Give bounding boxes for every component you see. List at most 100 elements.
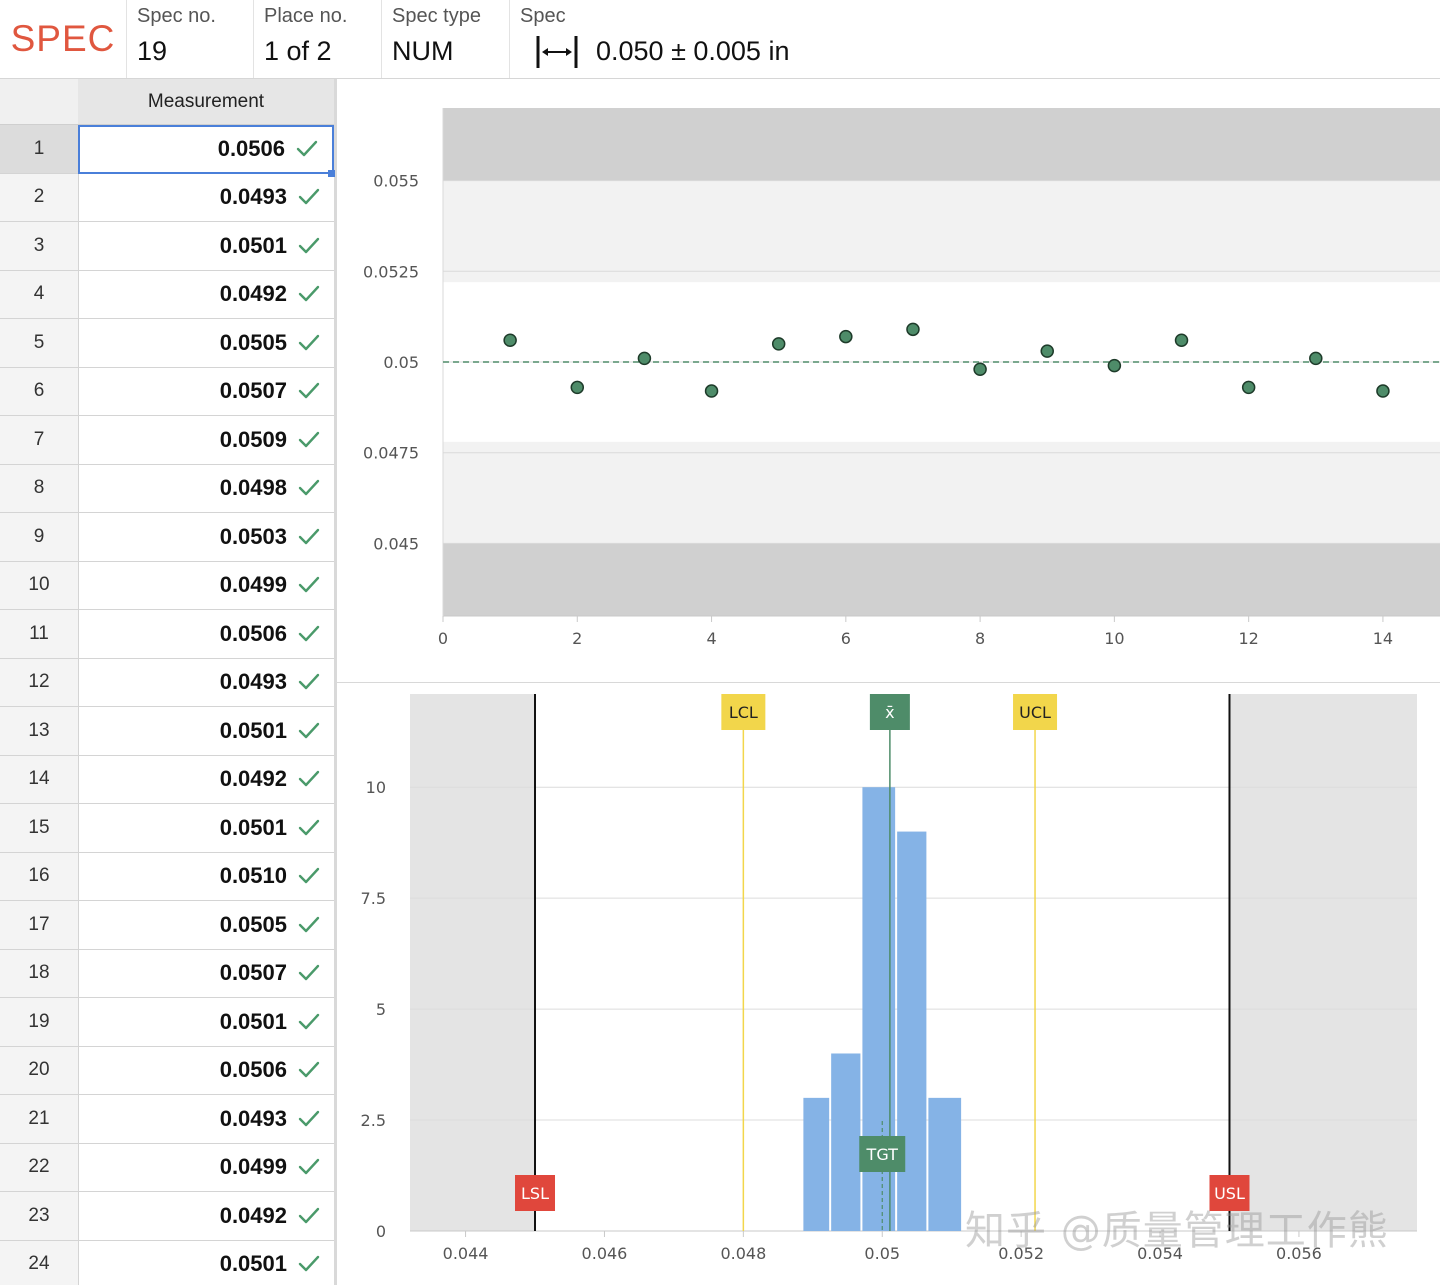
measurement-cell[interactable]: 0.0492 (78, 270, 334, 319)
spec-number-label: Spec no. (137, 5, 216, 27)
measurement-cell[interactable]: 0.0501 (78, 804, 334, 853)
run-chart: 0.055 0.0525 0.05 0.0475 0.045 0 2 4 6 8 10 12 14 (363, 108, 1440, 648)
measurement-cell[interactable]: 0.0498 (78, 464, 334, 513)
table-row: 2 0.0493 (0, 173, 334, 222)
measurement-value: 0.0499 (219, 572, 287, 598)
check-icon (298, 286, 320, 302)
place-number-field[interactable]: Place no. 1 of 2 (254, 0, 382, 78)
check-icon (298, 528, 320, 544)
limit-flag (1013, 694, 1058, 730)
measurement-cell[interactable]: 0.0493 (78, 658, 334, 707)
table-row: 17 0.0505 (0, 901, 334, 950)
check-icon (298, 916, 320, 932)
lower-band (443, 441, 1440, 544)
y-tick-label: 5 (376, 1000, 386, 1019)
row-index[interactable]: 9 (0, 513, 78, 562)
chart-divider (337, 682, 1440, 683)
row-index[interactable]: 1 (0, 125, 78, 174)
data-point (637, 351, 652, 366)
limit-label: USL (1214, 1184, 1245, 1203)
measurement-value: 0.0499 (219, 1154, 287, 1180)
measurement-cell[interactable]: 0.0492 (78, 755, 334, 804)
measurement-cell[interactable]: 0.0505 (78, 901, 334, 950)
row-index[interactable]: 17 (0, 901, 78, 950)
place-number-value: 1 of 2 (264, 36, 332, 66)
measurement-cell[interactable]: 0.0499 (78, 1143, 334, 1192)
row-index[interactable]: 21 (0, 1095, 78, 1144)
spec-field[interactable]: Spec 0.050 ± 0.005 in (510, 0, 1440, 78)
measurement-cell[interactable]: 0.0505 (78, 319, 334, 368)
measurement-table: Measurement 1 0.0506 2 0.0493 3 0.0501 4 0.0492… (0, 79, 337, 1285)
check-icon (298, 722, 320, 738)
row-index[interactable]: 20 (0, 1046, 78, 1095)
x-tick-label: 4 (706, 629, 716, 648)
measurement-cell[interactable]: 0.0506 (78, 1046, 334, 1095)
row-index[interactable]: 24 (0, 1240, 78, 1285)
measurement-cell[interactable]: 0.0507 (78, 367, 334, 416)
x-tick-label: 8 (975, 629, 985, 648)
measurement-value: 0.0505 (219, 329, 287, 355)
measurement-cell[interactable]: 0.0501 (78, 222, 334, 271)
row-index[interactable]: 11 (0, 610, 78, 659)
measurement-cell[interactable]: 0.0493 (78, 173, 334, 222)
row-index[interactable]: 10 (0, 561, 78, 610)
check-icon (298, 1159, 320, 1175)
check-icon (298, 431, 320, 447)
row-index[interactable]: 13 (0, 707, 78, 756)
row-index[interactable]: 14 (0, 755, 78, 804)
column-header-measurement[interactable]: Measurement (78, 79, 334, 125)
data-point (1376, 384, 1390, 398)
table-row: 12 0.0493 (0, 658, 334, 707)
y-tick-label: 0.0475 (363, 444, 419, 463)
row-index[interactable]: 8 (0, 464, 78, 513)
table-row: 9 0.0503 (0, 513, 334, 562)
measurement-cell[interactable]: 0.0506 (78, 610, 334, 659)
limit-label: TGT (866, 1145, 899, 1164)
measurement-cell[interactable]: 0.0493 (78, 1095, 334, 1144)
table-row: 1 0.0506 (0, 125, 334, 174)
measurement-cell[interactable]: 0.0501 (78, 998, 334, 1047)
table-row: 20 0.0506 (0, 1046, 334, 1095)
x-tick-label: 0.044 (443, 1244, 489, 1263)
table-corner[interactable] (0, 79, 78, 125)
measurement-cell[interactable]: 0.0510 (78, 852, 334, 901)
measurement-cell[interactable]: 0.0507 (78, 949, 334, 998)
table-row: 11 0.0506 (0, 610, 334, 659)
spec-number-field[interactable]: Spec no. 19 (127, 0, 254, 78)
measurement-cell[interactable]: 0.0499 (78, 561, 334, 610)
table-row: 7 0.0509 (0, 416, 334, 465)
limit-flag (721, 694, 766, 730)
row-index[interactable]: 19 (0, 998, 78, 1047)
measurement-cell[interactable]: 0.0506 (78, 125, 334, 174)
row-index[interactable]: 23 (0, 1192, 78, 1241)
spec-type-label: Spec type (392, 5, 481, 27)
row-index[interactable]: 15 (0, 804, 78, 853)
x-tick-label: 2 (572, 629, 582, 648)
spec-type-field[interactable]: Spec type NUM (382, 0, 510, 78)
check-icon (298, 334, 320, 350)
row-index[interactable]: 6 (0, 367, 78, 416)
row-index[interactable]: 18 (0, 949, 78, 998)
limit-flag (869, 694, 910, 730)
table-row: 19 0.0501 (0, 998, 334, 1047)
row-index[interactable]: 22 (0, 1143, 78, 1192)
data-point (973, 362, 987, 377)
row-index[interactable]: 3 (0, 222, 78, 271)
upper-band (443, 180, 1440, 283)
row-index[interactable]: 7 (0, 416, 78, 465)
table-row: 6 0.0507 (0, 367, 334, 416)
row-index[interactable]: 4 (0, 270, 78, 319)
row-index[interactable]: 16 (0, 852, 78, 901)
row-index[interactable]: 5 (0, 319, 78, 368)
measurement-cell[interactable]: 0.0492 (78, 1192, 334, 1241)
selection-fill-handle[interactable] (328, 170, 335, 177)
row-index[interactable]: 2 (0, 173, 78, 222)
y-tick-label: 10 (366, 778, 386, 797)
measurement-cell[interactable]: 0.0503 (78, 513, 334, 562)
measurement-cell[interactable]: 0.0501 (78, 1240, 334, 1285)
measurement-cell[interactable]: 0.0501 (78, 707, 334, 756)
check-icon (298, 577, 320, 593)
row-index[interactable]: 12 (0, 658, 78, 707)
measurement-cell[interactable]: 0.0509 (78, 416, 334, 465)
x-tick-label: 0.046 (582, 1244, 628, 1263)
